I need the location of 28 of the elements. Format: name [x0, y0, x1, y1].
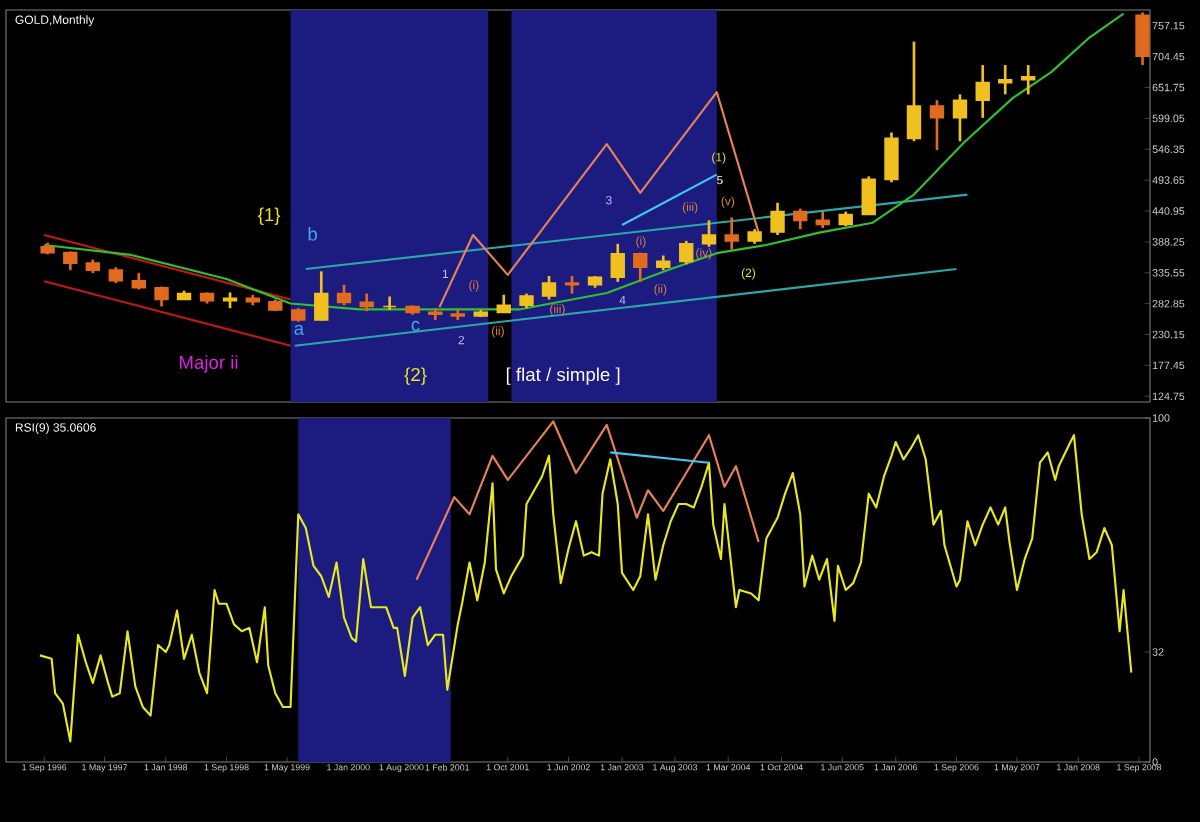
candlestick	[610, 242, 625, 284]
candlestick	[701, 219, 717, 249]
annotation: a	[294, 324, 305, 335]
candlestick	[952, 93, 968, 143]
candlestick	[793, 207, 808, 231]
candlestick	[929, 98, 945, 152]
annotation: b	[308, 227, 317, 241]
annotation: Major ii	[179, 355, 238, 373]
candlestick	[63, 250, 78, 272]
candlestick	[975, 63, 990, 120]
candlestick	[382, 295, 397, 312]
candlestick	[861, 175, 876, 216]
candlestick	[336, 283, 352, 307]
candlestick	[884, 131, 899, 184]
candlestick	[724, 216, 739, 251]
candlestick	[541, 274, 557, 301]
candlestick	[679, 239, 694, 266]
annotation: [ flat / simple ]	[506, 367, 620, 385]
candlestick	[906, 40, 922, 143]
candlestick	[1135, 11, 1150, 67]
candlestick	[1021, 63, 1036, 96]
annotation: c	[411, 320, 420, 332]
candlestick	[633, 251, 648, 284]
line-series	[415, 420, 760, 581]
candlestick	[314, 270, 329, 322]
annotation: {2}	[404, 367, 427, 385]
annotation: {1}	[257, 207, 281, 225]
candlestick	[770, 201, 785, 237]
